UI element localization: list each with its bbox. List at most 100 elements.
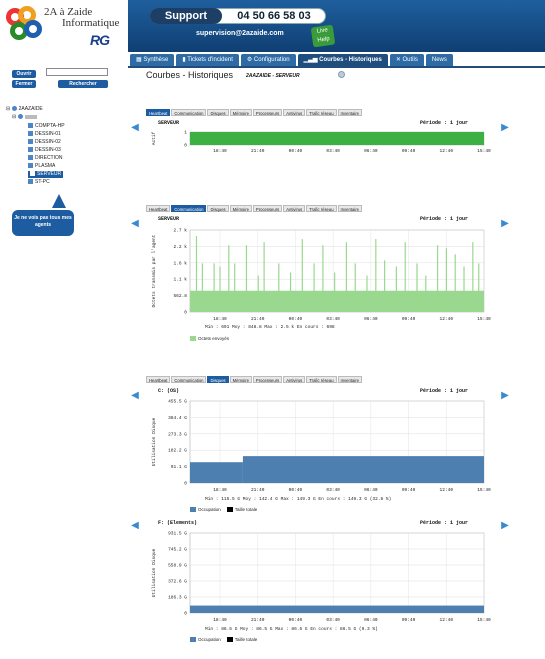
chart-period: Période : 1 jour <box>420 520 469 526</box>
chart-tab-4[interactable]: Processeurs <box>252 109 283 116</box>
info-icon[interactable] <box>338 71 345 78</box>
x-tick-label: 18:40 <box>213 148 227 154</box>
expand-icon[interactable]: ⊟ <box>12 114 18 120</box>
tab-outils[interactable]: ✕ Outils <box>389 54 424 66</box>
chart-tab-3[interactable]: Mémoire <box>229 376 252 383</box>
legend-label: Occupation <box>198 637 221 642</box>
brand-logo <box>6 4 124 50</box>
tab-synthese[interactable]: ▦ Synthèse <box>130 54 175 66</box>
search-button[interactable]: Rechercher <box>58 80 108 88</box>
tree-subgroup[interactable]: ⊟ <box>12 114 37 121</box>
y-tick-label: 186.3 G <box>168 595 187 601</box>
prev-arrow-icon[interactable]: ◀ <box>131 520 139 531</box>
x-tick-label: 09:40 <box>402 617 416 623</box>
traffic-spike-bar <box>366 275 368 312</box>
prev-arrow-icon[interactable]: ◀ <box>131 218 139 229</box>
chart-tab-6[interactable]: Trafic réseau <box>306 205 337 212</box>
x-tick-label: 03:40 <box>326 617 340 623</box>
chart-tab-2[interactable]: Disques <box>207 205 229 212</box>
legend-swatch <box>226 507 233 512</box>
tree-item-selected[interactable]: SERVEUR <box>28 171 64 178</box>
x-tick-label: 09:40 <box>402 148 416 154</box>
chart-tab-0[interactable]: Heartbeat <box>146 109 171 116</box>
traffic-spike-bar <box>425 275 427 312</box>
tree-root[interactable]: ⊟ 2AAZAIDE <box>6 106 43 112</box>
open-button[interactable]: Ouvrir <box>12 70 36 78</box>
chart-tab-1[interactable]: Communication <box>171 376 207 383</box>
chart-tab-6[interactable]: Trafic réseau <box>306 376 337 383</box>
prev-arrow-icon[interactable]: ◀ <box>131 390 139 401</box>
chart-tabs: Heartbeat Communication Disques Mémoire Proc… <box>146 376 362 383</box>
chart-tab-2[interactable]: Disques <box>207 376 229 383</box>
chart-icon: ▁▃▅ <box>303 57 320 63</box>
chart-tab-0[interactable]: Heartbeat <box>146 376 171 383</box>
next-arrow-icon[interactable]: ▶ <box>501 390 509 401</box>
next-arrow-icon[interactable]: ▶ <box>501 520 509 531</box>
tree-item[interactable]: DESSIN-01 <box>28 131 61 138</box>
tab-news[interactable]: News <box>425 54 453 66</box>
tree-item[interactable]: ST-PC <box>28 179 50 186</box>
computer-icon <box>28 155 33 161</box>
tree-item[interactable]: DIRECTION <box>28 155 63 162</box>
legend-swatch <box>190 507 196 512</box>
tree-item[interactable]: DESSIN-03 <box>28 147 61 154</box>
live-help-button[interactable]: Live Help <box>310 24 336 48</box>
traffic-spike-bar <box>257 275 259 312</box>
x-tick-label: 09:40 <box>402 487 416 493</box>
tab-courbes-historiques[interactable]: ▁▃▅ Courbes - Historiques <box>297 54 388 66</box>
x-tick-label: 00:40 <box>289 316 303 322</box>
tab-configuration[interactable]: ⚙ Configuration <box>240 54 296 66</box>
chart-tab-5[interactable]: Antivirus <box>283 205 306 212</box>
traffic-spike-bar <box>404 242 406 312</box>
close-button[interactable]: Fermer <box>12 80 36 88</box>
x-tick-label: 15:40 <box>477 316 491 322</box>
chart-tab-4[interactable]: Processeurs <box>252 205 283 212</box>
chart-tab-5[interactable]: Antivirus <box>283 109 306 116</box>
traffic-spike-bar <box>245 245 248 312</box>
y-tick-label: 273.3 G <box>168 431 187 437</box>
tree-item[interactable]: COMPTA-HP <box>28 123 65 130</box>
chart-tab-7[interactable]: Inventaire <box>337 109 362 116</box>
chart-tab-4[interactable]: Processeurs <box>252 376 283 383</box>
chart-tab-1[interactable]: Communication <box>171 205 207 212</box>
help-arrow-icon <box>52 194 66 208</box>
legend-swatch <box>190 336 196 341</box>
search-input[interactable] <box>46 68 108 76</box>
computer-icon <box>28 131 33 137</box>
computer-icon <box>28 123 33 129</box>
chart-tab-1[interactable]: Communication <box>171 109 207 116</box>
x-tick-label: 12:40 <box>440 617 454 623</box>
plot-frame <box>189 229 485 313</box>
next-arrow-icon[interactable]: ▶ <box>501 122 509 133</box>
chart-tab-3[interactable]: Mémoire <box>229 205 252 212</box>
chart-tab-6[interactable]: Trafic réseau <box>306 109 337 116</box>
chart-tab-7[interactable]: Inventaire <box>337 205 362 212</box>
computer-icon <box>30 171 35 177</box>
next-arrow-icon[interactable]: ▶ <box>501 218 509 229</box>
chart-period: Période : 1 jour <box>420 120 469 126</box>
y-tick-label: 558.9 G <box>168 563 187 569</box>
chart-tab-7[interactable]: Inventaire <box>337 376 362 383</box>
prev-arrow-icon[interactable]: ◀ <box>131 122 139 133</box>
tab-tickets[interactable]: ▮ Tickets d'incident <box>176 54 239 66</box>
support-email-link[interactable]: supervision@2azaide.com <box>196 30 284 37</box>
chart-tab-3[interactable]: Mémoire <box>229 109 252 116</box>
x-tick-label: 00:40 <box>289 617 303 623</box>
x-tick-label: 18:40 <box>213 617 227 623</box>
chart-title: F: (Elements) <box>158 520 198 526</box>
y-axis-label: Utilisation Disque <box>151 548 157 597</box>
y-axis-label: Actif <box>151 131 157 145</box>
traffic-spike-bar <box>463 266 465 312</box>
y-tick-label: 1 <box>184 130 187 136</box>
help-missing-agents-button[interactable]: Je ne vois pas tous mes agents <box>12 210 74 236</box>
chart-tab-0[interactable]: Heartbeat <box>146 205 171 212</box>
chart-tab-2[interactable]: Disques <box>207 109 229 116</box>
redacted-label <box>24 114 37 119</box>
expand-icon[interactable]: ⊟ <box>6 106 12 112</box>
plot-frame <box>189 400 485 484</box>
tree-item[interactable]: PLASMA <box>28 163 55 170</box>
chart-tab-5[interactable]: Antivirus <box>283 376 306 383</box>
tree-item[interactable]: DESSIN-02 <box>28 139 61 146</box>
chart-legend: Occupation Taille totale <box>190 507 261 512</box>
traffic-spike-bar <box>472 242 474 312</box>
